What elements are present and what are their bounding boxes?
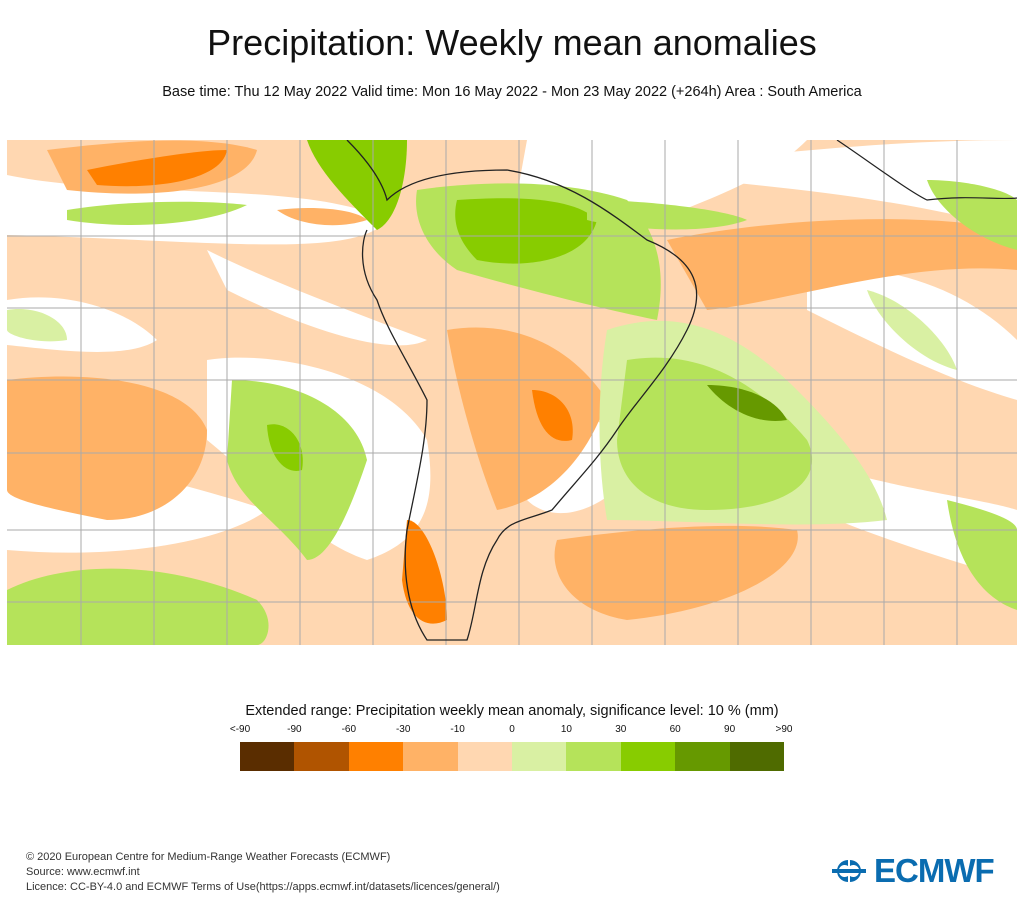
anomaly-map bbox=[7, 140, 1017, 645]
green-zone bbox=[927, 180, 1017, 250]
orange-zone bbox=[402, 520, 447, 624]
source-text: Source: www.ecmwf.int bbox=[26, 866, 140, 878]
white-zone bbox=[707, 140, 1017, 230]
green-zone bbox=[947, 500, 1017, 610]
africa-coastline bbox=[836, 140, 1017, 201]
green-zone bbox=[587, 200, 747, 230]
green-zone bbox=[617, 357, 813, 510]
legend-color-swatch bbox=[403, 742, 458, 771]
legend-title: Extended range: Precipitation weekly mea… bbox=[245, 703, 779, 719]
legend-tick: -10 bbox=[450, 724, 465, 735]
footer: © 2020 European Centre for Medium-Range … bbox=[26, 850, 500, 895]
legend-color-swatch bbox=[620, 742, 676, 771]
legend-tick: -60 bbox=[341, 724, 357, 735]
orange-zone bbox=[87, 150, 227, 187]
legend-color-swatch bbox=[566, 742, 621, 771]
green-zone bbox=[67, 201, 247, 225]
legend-tick: <-90 bbox=[229, 724, 251, 735]
ecmwf-logo: ECMWF bbox=[828, 852, 995, 890]
legend-tick: 10 bbox=[560, 724, 572, 735]
chart-subtitle: Base time: Thu 12 May 2022 Valid time: M… bbox=[162, 84, 862, 100]
legend-tick: -30 bbox=[395, 724, 411, 735]
legend-tick: 90 bbox=[724, 724, 736, 735]
legend-ticks: <-90 -90 -60 -30 -10 0 10 30 60 90 >90 bbox=[230, 724, 793, 738]
legend-color-swatch bbox=[457, 742, 513, 771]
legend-color-swatch bbox=[512, 742, 567, 771]
green-zone bbox=[867, 290, 957, 370]
orange-zone bbox=[554, 525, 798, 620]
legend-tick: 0 bbox=[509, 724, 515, 735]
legend-tick: 60 bbox=[669, 724, 681, 735]
green-zone bbox=[707, 385, 787, 421]
green-zone bbox=[7, 309, 67, 342]
orange-zone bbox=[667, 219, 1017, 310]
orange-zone bbox=[447, 327, 607, 510]
orange-zone bbox=[7, 376, 207, 520]
legend-color-swatch bbox=[729, 742, 785, 771]
licence-text: Licence: CC-BY-4.0 and ECMWF Terms of Us… bbox=[26, 881, 500, 893]
legend-tick: 30 bbox=[615, 724, 627, 735]
orange-zone bbox=[532, 390, 573, 441]
legend-color-swatch bbox=[675, 742, 730, 771]
legend-color-swatch bbox=[294, 742, 349, 771]
green-zone bbox=[7, 568, 269, 645]
green-zone bbox=[455, 198, 597, 264]
legend-tick: -90 bbox=[287, 724, 302, 735]
south-america-coastline bbox=[346, 140, 698, 641]
green-zone bbox=[307, 140, 407, 230]
chart-title: Precipitation: Weekly mean anomalies bbox=[207, 22, 817, 63]
legend-tick: >90 bbox=[775, 724, 793, 735]
copyright-text: © 2020 European Centre for Medium-Range … bbox=[26, 851, 391, 863]
green-zone bbox=[267, 424, 303, 471]
graticule bbox=[7, 140, 1017, 645]
legend-color-swatch bbox=[240, 742, 295, 771]
legend-color-swatch bbox=[348, 742, 404, 771]
ecmwf-logo-text: ECMWF bbox=[874, 852, 995, 889]
legend-colorbar bbox=[240, 742, 785, 771]
ecmwf-logo-icon bbox=[832, 860, 866, 882]
white-zone bbox=[207, 250, 427, 346]
